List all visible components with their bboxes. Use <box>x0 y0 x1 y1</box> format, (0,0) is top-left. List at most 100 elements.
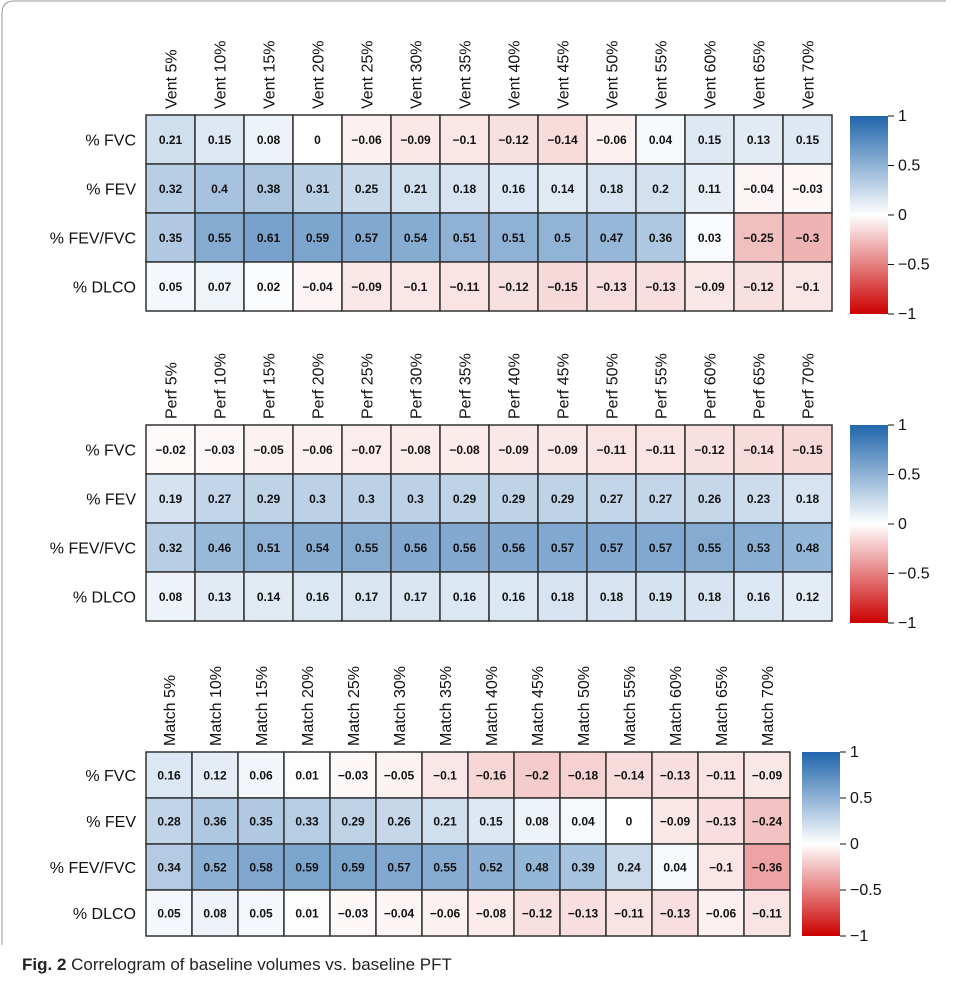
colorbar-tick-label: 1 <box>850 744 859 761</box>
cell-value-label: −0.03 <box>792 182 823 196</box>
cell-value-label: 0.52 <box>479 861 503 875</box>
cell-value-label: 0.54 <box>404 231 428 245</box>
colorbar-tick-label: −0.5 <box>898 566 930 583</box>
cell-value-label: 0.57 <box>600 541 624 555</box>
cell-value-label: 0.14 <box>257 590 281 604</box>
cell-value-label: 0.08 <box>203 907 227 921</box>
heatmap-panel-2: Perf 5% Perf 10% Perf 15% Perf 20% Perf 25% P… <box>50 353 930 632</box>
heatmap-cell <box>513 843 561 891</box>
cell-value-label: −0.2 <box>525 769 549 783</box>
heatmap-cell <box>390 571 441 622</box>
heatmap-cell <box>292 261 343 312</box>
heatmap-cell <box>651 843 699 891</box>
colorbar-tick-label: 0 <box>898 207 907 224</box>
heatmap-cell <box>684 114 735 165</box>
heatmap-cell <box>191 751 239 799</box>
cell-value-label: 0.57 <box>551 541 575 555</box>
cell-value-label: 0.51 <box>502 231 526 245</box>
column-label: Vent 65% <box>752 41 769 110</box>
cell-value-label: −0.11 <box>706 769 736 783</box>
cell-value-label: −0.06 <box>706 907 737 921</box>
heatmap-cell <box>586 261 637 312</box>
figure-frame-top-left-corner <box>1 0 15 15</box>
cell-value-label: −0.3 <box>796 231 820 245</box>
heatmap-cell <box>237 751 285 799</box>
cell-value-label: −0.13 <box>660 907 691 921</box>
heatmap-cell <box>292 473 343 524</box>
cell-value-label: −0.06 <box>302 443 333 457</box>
heatmap-cell <box>375 751 423 799</box>
cell-value-label: 0.23 <box>747 492 771 506</box>
cell-value-label: 0.51 <box>257 541 281 555</box>
cell-value-label: −0.09 <box>547 443 578 457</box>
cell-value-label: −0.15 <box>547 280 578 294</box>
heatmap-cell <box>782 571 833 622</box>
column-label: Vent 15% <box>262 41 279 110</box>
cell-value-label: 0.3 <box>407 492 424 506</box>
row-label: % FEV <box>86 492 136 509</box>
heatmap-cell <box>243 261 294 312</box>
colorbar <box>850 116 888 314</box>
cell-value-label: 0.16 <box>306 590 330 604</box>
cell-value-label: 0.54 <box>306 541 330 555</box>
heatmap-cell <box>635 473 686 524</box>
cell-value-label: −0.14 <box>743 443 774 457</box>
heatmap-cell <box>537 473 588 524</box>
heatmap-cell <box>292 571 343 622</box>
column-label: Vent 35% <box>458 41 475 110</box>
heatmap-cell <box>237 797 285 845</box>
heatmap-cell <box>684 212 735 263</box>
cell-value-label: −0.1 <box>709 861 733 875</box>
heatmap-cell <box>237 843 285 891</box>
heatmap-cell <box>341 571 392 622</box>
column-label: Vent 40% <box>507 41 524 110</box>
cell-value-label: 0.11 <box>698 182 721 196</box>
colorbar-tick-label: 0 <box>850 836 859 853</box>
cell-value-label: 0.57 <box>387 861 411 875</box>
heatmap-cell <box>513 889 561 937</box>
cell-value-label: 0.29 <box>502 492 526 506</box>
row-label: % FEV/FVC <box>50 860 136 877</box>
cell-value-label: 0.16 <box>157 769 181 783</box>
column-label: Perf 40% <box>507 353 524 419</box>
cell-value-label: 0.12 <box>796 590 820 604</box>
cell-value-label: 0.51 <box>453 231 477 245</box>
cell-value-label: 0.57 <box>649 541 673 555</box>
cell-value-label: 0.17 <box>404 590 428 604</box>
heatmap-cell <box>329 843 377 891</box>
cell-value-label: −0.07 <box>351 443 382 457</box>
heatmap-cell <box>605 797 653 845</box>
heatmap-cell <box>782 424 833 475</box>
cell-value-label: 0.5 <box>554 231 571 245</box>
column-label: Perf 5% <box>164 362 181 419</box>
cell-value-label: 0.57 <box>355 231 379 245</box>
cell-value-label: 0.13 <box>208 590 232 604</box>
cell-value-label: 0.01 <box>295 907 319 921</box>
cell-value-label: −0.13 <box>596 280 627 294</box>
cell-value-label: −0.1 <box>796 280 820 294</box>
cell-value-label: 0.34 <box>157 861 181 875</box>
cell-value-label: −0.06 <box>430 907 461 921</box>
column-label: Match 15% <box>254 666 271 746</box>
column-label: Perf 15% <box>262 353 279 419</box>
colorbar-tick-label: 1 <box>898 108 907 125</box>
heatmap-cell <box>743 751 791 799</box>
cell-value-label: 0.58 <box>249 861 273 875</box>
colorbar-tick-label: 0.5 <box>898 467 920 484</box>
cell-value-label: 0.19 <box>159 492 183 506</box>
cell-value-label: −0.11 <box>752 907 782 921</box>
heatmap-cell <box>488 261 539 312</box>
column-label: Match 35% <box>438 666 455 746</box>
cell-value-label: 0.25 <box>355 182 379 196</box>
column-label: Match 40% <box>484 666 501 746</box>
column-label: Match 5% <box>162 675 179 746</box>
cell-value-label: 0.48 <box>525 861 549 875</box>
heatmap-cell <box>586 522 637 573</box>
cell-value-label: 0.29 <box>257 492 281 506</box>
cell-value-label: 0.56 <box>502 541 526 555</box>
column-label: Vent 10% <box>213 41 230 110</box>
cell-value-label: 0.38 <box>257 182 281 196</box>
heatmap-cell <box>375 889 423 937</box>
heatmap-cell <box>488 571 539 622</box>
